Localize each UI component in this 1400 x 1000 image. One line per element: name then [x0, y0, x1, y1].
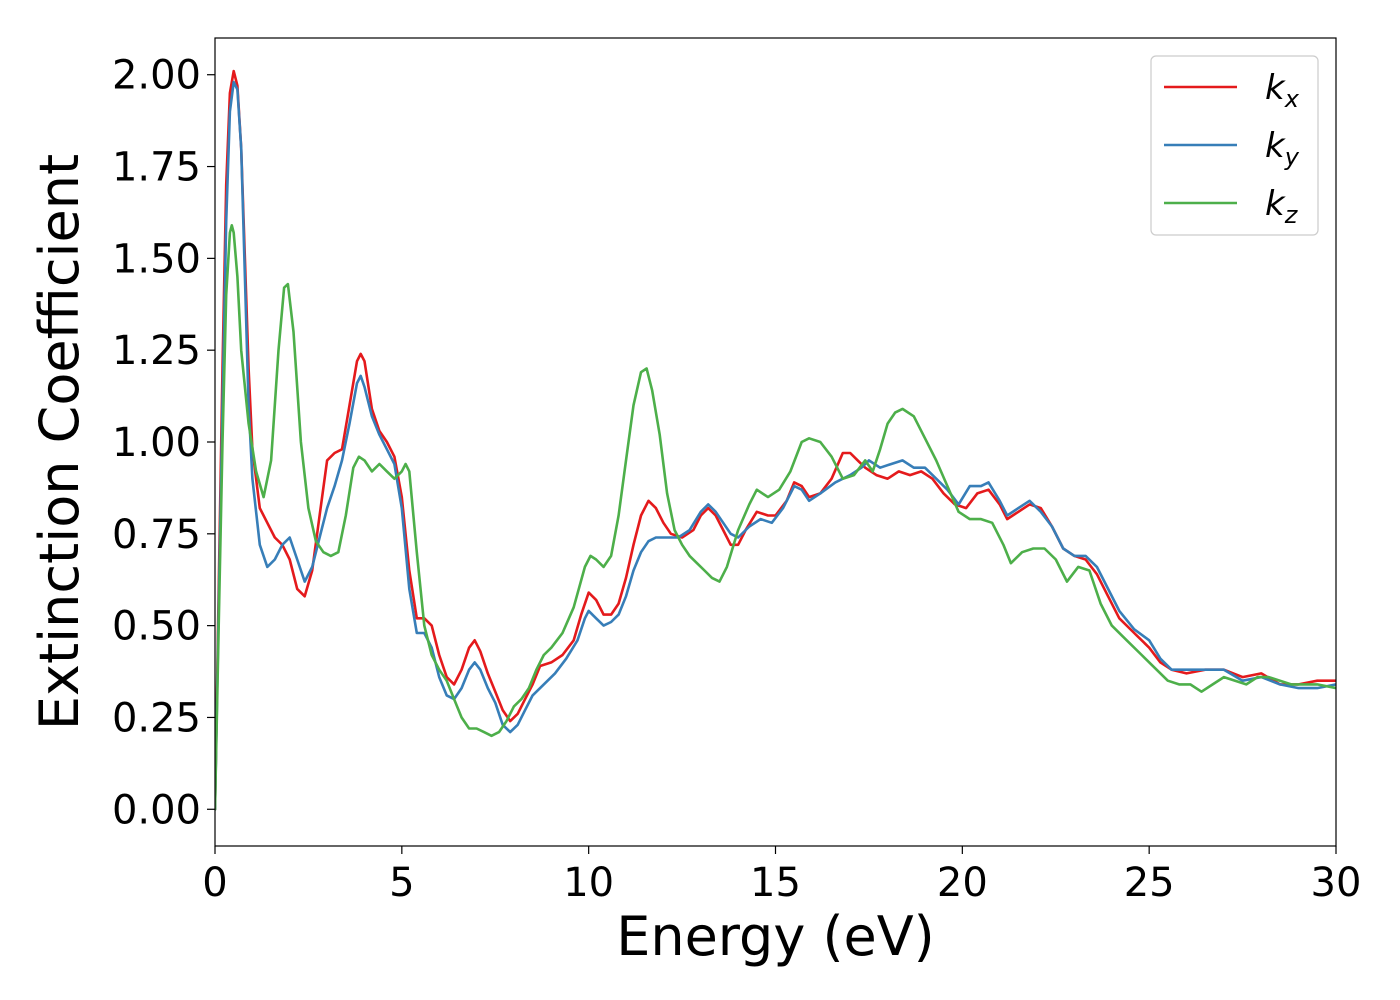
series-line-kz	[215, 224, 1336, 811]
series-lines-group	[215, 69, 1336, 811]
legend-label: kx	[1265, 68, 1300, 113]
y-tick-label: 0.00	[112, 787, 201, 833]
y-tick-label: 0.75	[112, 512, 201, 558]
y-tick-label: 1.50	[112, 236, 201, 282]
x-tick-label: 5	[389, 860, 414, 906]
y-tick-label: 1.25	[112, 328, 201, 374]
x-tick-label: 25	[1124, 860, 1175, 906]
y-axis-ticks: 0.00 0.25 0.50 0.75 1.00 1.25 1.50 1.75 2.00	[112, 53, 215, 833]
legend-label: ky	[1265, 126, 1300, 171]
y-tick-label: 1.00	[112, 420, 201, 466]
y-tick-label: 0.25	[112, 695, 201, 741]
x-tick-label: 20	[937, 860, 988, 906]
x-axis-ticks: 0 5 10 15 20 25 30	[202, 846, 1361, 906]
x-axis-title: Energy (eV)	[616, 905, 935, 968]
y-tick-label: 1.75	[112, 145, 201, 191]
x-tick-label: 10	[563, 860, 614, 906]
x-tick-label: 0	[202, 860, 227, 906]
legend-label: kz	[1265, 184, 1299, 229]
x-tick-label: 30	[1311, 860, 1362, 906]
y-tick-label: 2.00	[112, 53, 201, 99]
y-axis-title: Extinction Coefficient	[28, 154, 91, 730]
x-tick-label: 15	[750, 860, 801, 906]
y-tick-label: 0.50	[112, 604, 201, 650]
legend: kx ky kz	[1150, 55, 1319, 236]
series-line-ky	[215, 80, 1336, 811]
